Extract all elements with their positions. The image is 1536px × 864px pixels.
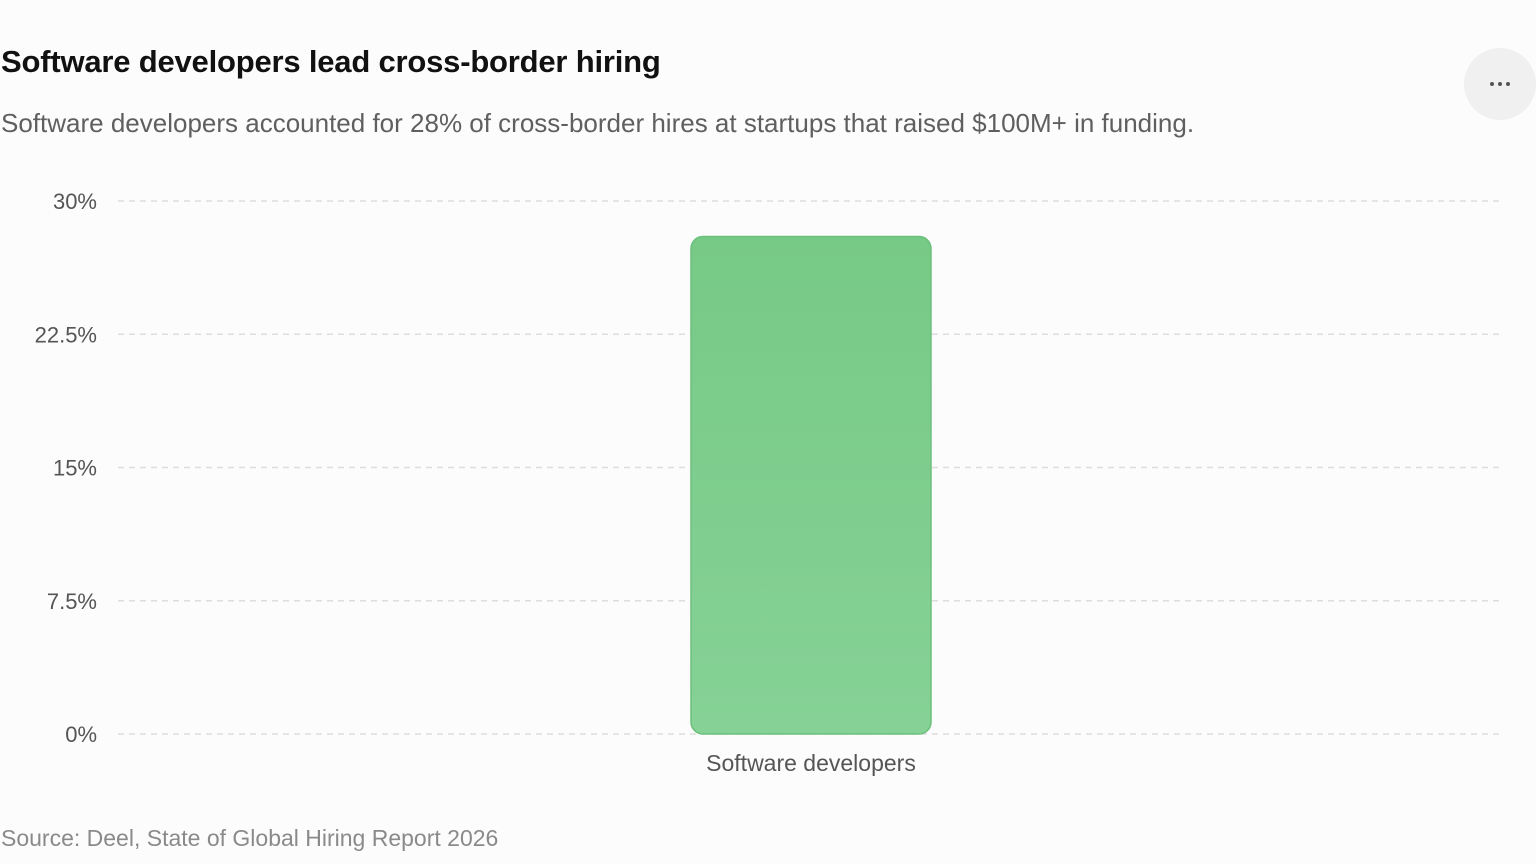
y-tick-label: 30% xyxy=(53,189,97,214)
y-axis-ticks: 0% 7.5% 15% 22.5% 30% xyxy=(35,189,97,747)
y-tick-label: 0% xyxy=(65,722,97,747)
bar-chart: 0% 7.5% 15% 22.5% 30% Software developers xyxy=(35,189,1504,776)
bars xyxy=(690,235,932,735)
y-tick-label: 22.5% xyxy=(35,322,97,347)
x-axis-labels: Software developers xyxy=(706,750,916,776)
y-tick-label: 15% xyxy=(53,456,97,481)
chart-title: Software developers lead cross-border hi… xyxy=(1,44,661,79)
more-options-button[interactable] xyxy=(1464,48,1536,120)
x-tick-label: Software developers xyxy=(706,750,916,776)
y-tick-label: 7.5% xyxy=(47,589,97,614)
source-note: Source: Deel, State of Global Hiring Rep… xyxy=(1,825,499,851)
more-horizontal-icon xyxy=(1490,82,1510,86)
bar-software-developers[interactable] xyxy=(690,235,932,735)
chart-subtitle: Software developers accounted for 28% of… xyxy=(1,108,1195,138)
